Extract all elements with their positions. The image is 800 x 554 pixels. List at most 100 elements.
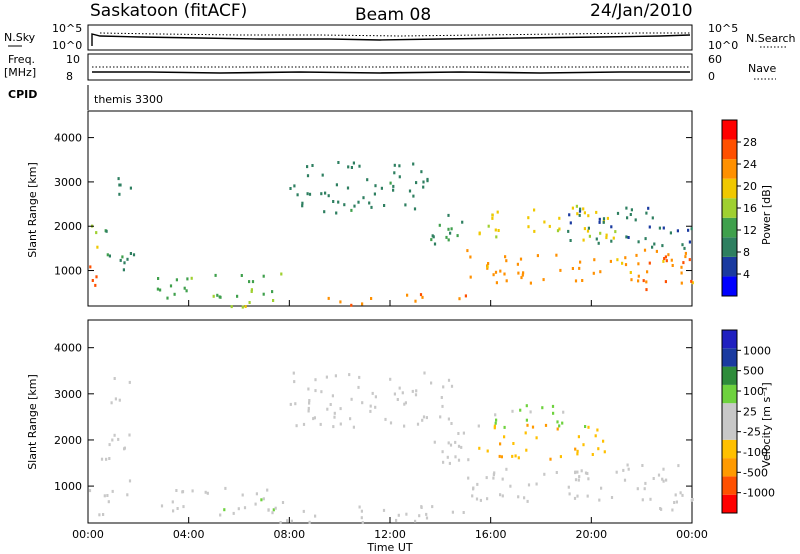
velocity-cell (584, 471, 588, 475)
power-cell (651, 245, 654, 249)
power-cell (374, 184, 377, 188)
velocity-cell (499, 493, 502, 497)
freq-tick-top: 10 (66, 53, 80, 66)
power-cell (624, 263, 628, 267)
power-cell (361, 302, 364, 306)
velocity-cell (582, 443, 585, 447)
velocity-cell (360, 509, 363, 513)
velocity-cell (206, 491, 209, 495)
velocity-cell (691, 498, 694, 501)
velocity-cell (333, 411, 336, 415)
power-cell (504, 255, 507, 259)
power-cell (612, 236, 615, 240)
velocity-cell (471, 494, 474, 498)
velocity-cell (442, 460, 445, 464)
power-cell (683, 246, 686, 250)
power-cell (497, 229, 500, 232)
velocity-cell (603, 450, 606, 454)
freq-strip-frame (87, 53, 693, 81)
power-cell (569, 221, 572, 225)
power-cell (655, 249, 658, 253)
power-cell (478, 231, 481, 235)
power-cell (670, 258, 673, 262)
power-cell (630, 278, 633, 282)
xtick-label: 00:00 (72, 528, 104, 541)
power-cell (642, 279, 645, 283)
velocity-cell (493, 471, 496, 475)
power-cell (393, 171, 396, 175)
power-cell (214, 273, 217, 277)
power-cell (185, 289, 188, 293)
velocity-cell (339, 422, 342, 426)
velocity-cell (414, 393, 418, 397)
velocity-cbar-label: Velocity [m s⁻¹] (760, 382, 773, 467)
velocity-cell (181, 490, 185, 494)
power-cell (648, 261, 651, 265)
colorbar-tick-label: -500 (743, 466, 768, 479)
velocity-cell (117, 437, 120, 441)
velocity-cell (334, 374, 337, 378)
power-cell (129, 186, 132, 190)
power-cell (415, 181, 418, 185)
power-cell (337, 200, 340, 204)
colorbar-tick-label: -1000 (743, 487, 775, 500)
velocity-cell (472, 486, 475, 490)
colorbar-swatch (722, 458, 737, 477)
velocity-cell (290, 519, 293, 523)
ytick-label: 3000 (54, 388, 82, 401)
power-cell (664, 255, 667, 259)
power-cell (422, 180, 425, 184)
velocity-cell (660, 507, 663, 511)
velocity-cell (314, 378, 317, 382)
velocity-cell (126, 493, 129, 497)
nsky-tick-bottom: 10^0 (52, 39, 82, 52)
power-cell (293, 184, 296, 188)
velocity-cell (384, 417, 387, 421)
power-cell (358, 164, 361, 168)
velocity-cell (493, 424, 496, 428)
power-cell (645, 211, 648, 215)
power-cell (106, 253, 109, 257)
velocity-cell (615, 470, 618, 474)
velocity-cell (558, 424, 561, 428)
power-cell (280, 272, 283, 276)
power-cell (346, 186, 350, 190)
cpid-value: themis 3300 (94, 93, 163, 106)
power-cell (688, 240, 691, 244)
power-cell (610, 225, 613, 229)
power-cell (487, 262, 490, 265)
power-cell (118, 192, 121, 196)
power-cell (412, 194, 415, 198)
power-cell (567, 229, 570, 233)
power-yaxis: 1000 2000 3000 4000 (54, 132, 692, 278)
power-cell (105, 229, 108, 233)
colorbar-tick-label: 100 (743, 385, 764, 398)
velocity-cell (128, 380, 131, 384)
nsearch-label: N.Search (746, 32, 796, 45)
velocity-cell (531, 425, 535, 429)
power-cell (645, 280, 648, 284)
velocity-cell (308, 401, 311, 405)
velocity-cell (602, 439, 605, 443)
power-cell (662, 259, 665, 263)
velocity-cell (224, 486, 227, 490)
velocity-cell (549, 457, 552, 461)
power-cell (663, 257, 666, 260)
velocity-cell (349, 417, 352, 421)
power-cell (347, 165, 350, 169)
velocity-cell (509, 484, 512, 488)
power-cell (599, 270, 602, 274)
power-cell (445, 235, 448, 239)
power-cell (542, 278, 545, 282)
power-cell (536, 254, 539, 258)
power-cell (690, 279, 693, 283)
velocity-cell (446, 455, 449, 459)
colorbar-tick-label: 28 (743, 136, 757, 149)
velocity-cell (671, 508, 674, 512)
velocity-cell (279, 521, 282, 524)
power-cell (676, 229, 679, 233)
power-cell (602, 217, 606, 221)
power-cell (447, 213, 450, 217)
velocity-cell (636, 487, 639, 491)
date-title: 24/Jan/2010 (590, 1, 693, 21)
